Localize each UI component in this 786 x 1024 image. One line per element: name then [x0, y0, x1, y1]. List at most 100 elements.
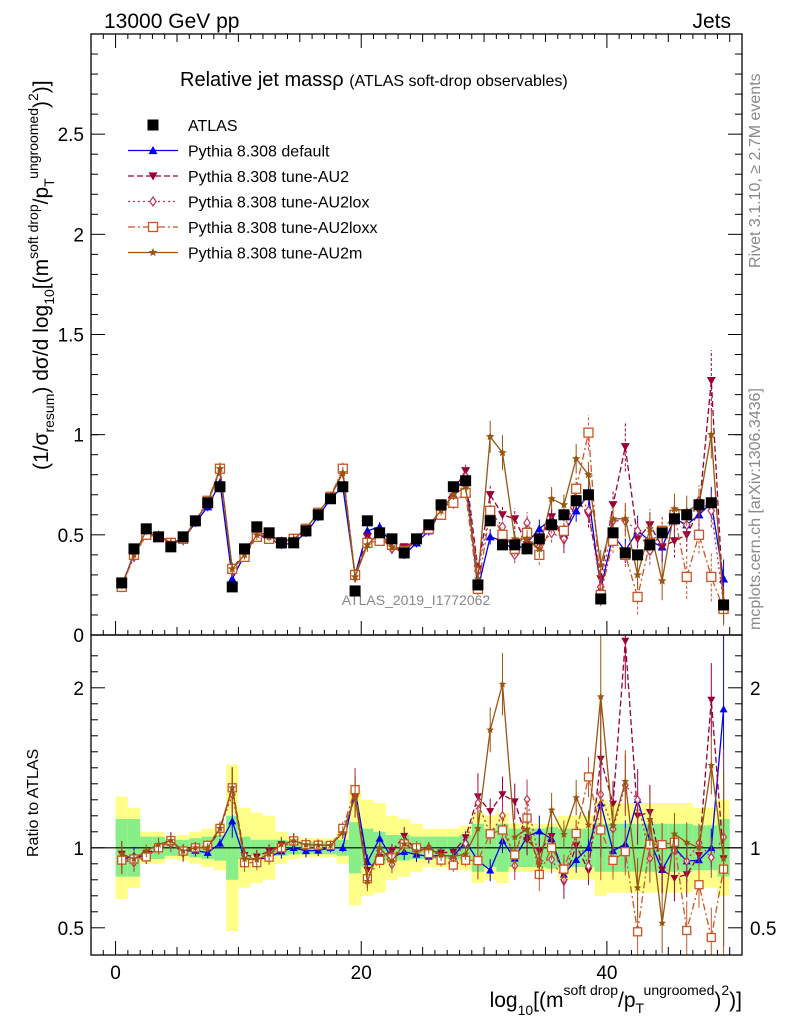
point	[621, 514, 630, 523]
point	[582, 489, 594, 501]
tick-label: 0.5	[750, 919, 776, 940]
point	[621, 777, 630, 785]
point	[498, 791, 507, 799]
point	[535, 544, 544, 553]
point	[349, 585, 361, 597]
point	[374, 527, 386, 539]
point	[149, 195, 157, 208]
point	[191, 843, 200, 851]
point	[252, 530, 262, 539]
point	[510, 798, 519, 806]
main-panel-series	[116, 350, 730, 626]
point	[337, 481, 349, 493]
point	[523, 825, 531, 833]
point	[571, 506, 581, 515]
point	[558, 525, 570, 536]
point	[682, 925, 692, 936]
point	[619, 547, 631, 559]
point	[147, 221, 159, 233]
point	[472, 579, 484, 591]
point	[338, 843, 347, 851]
point	[609, 821, 617, 830]
tick-label: 0	[110, 963, 121, 984]
point	[547, 494, 556, 503]
point	[388, 857, 396, 865]
point	[437, 851, 445, 859]
legend-label: Pythia 8.308 tune-AU2m	[188, 246, 362, 263]
point	[485, 505, 496, 516]
point	[275, 537, 287, 549]
point	[608, 514, 618, 523]
point	[226, 581, 238, 593]
tick-label: 2.5	[58, 125, 84, 146]
point	[535, 827, 544, 835]
point	[300, 525, 312, 537]
point	[375, 834, 384, 842]
ratio-panel-series	[117, 635, 729, 955]
point	[425, 843, 433, 851]
point	[288, 537, 300, 549]
point	[362, 526, 372, 535]
legend-item: ATLAS	[147, 118, 238, 135]
ratio-line	[121, 784, 725, 882]
point	[546, 843, 557, 853]
point	[486, 725, 494, 734]
point	[177, 531, 189, 543]
point	[583, 772, 594, 782]
point	[361, 515, 373, 527]
point	[473, 855, 483, 866]
point	[423, 519, 435, 531]
point	[436, 506, 446, 515]
point	[559, 864, 569, 874]
point	[148, 172, 158, 181]
point	[633, 570, 642, 579]
tick-label: 2	[750, 679, 761, 700]
point	[167, 836, 175, 844]
point	[632, 591, 643, 603]
point	[363, 540, 372, 549]
point	[584, 843, 593, 851]
point	[521, 543, 533, 555]
point	[485, 829, 495, 839]
point	[363, 877, 372, 885]
point	[657, 576, 667, 585]
point	[375, 855, 385, 865]
point	[658, 919, 666, 927]
point	[707, 505, 716, 517]
point	[251, 521, 263, 533]
point	[509, 539, 521, 551]
point	[572, 793, 580, 801]
point	[312, 509, 324, 521]
tick-label: 20	[351, 963, 372, 984]
tick-label: 1	[750, 839, 761, 860]
point	[669, 537, 679, 546]
point	[228, 564, 237, 573]
point	[608, 501, 618, 510]
point	[461, 834, 470, 842]
header-category: Jets	[692, 10, 731, 33]
point	[140, 523, 152, 535]
point	[448, 860, 458, 870]
point	[265, 850, 273, 858]
point	[584, 820, 593, 829]
point	[189, 515, 201, 527]
point	[216, 824, 224, 832]
point	[240, 855, 249, 863]
point	[511, 833, 519, 841]
legend-label: Pythia 8.308 default	[188, 144, 330, 161]
point	[620, 847, 630, 857]
legend-item: Pythia 8.308 tune-AU2m	[128, 246, 362, 263]
point	[461, 850, 470, 858]
point	[707, 696, 716, 704]
point	[461, 467, 471, 476]
point	[239, 543, 251, 555]
point	[202, 497, 214, 509]
point	[253, 855, 261, 863]
point	[449, 490, 458, 499]
legend-item: Pythia 8.308 default	[128, 144, 330, 161]
point	[130, 855, 138, 863]
point	[681, 571, 692, 583]
tick-label: 0	[73, 626, 84, 647]
point	[693, 529, 705, 540]
point	[117, 850, 126, 858]
